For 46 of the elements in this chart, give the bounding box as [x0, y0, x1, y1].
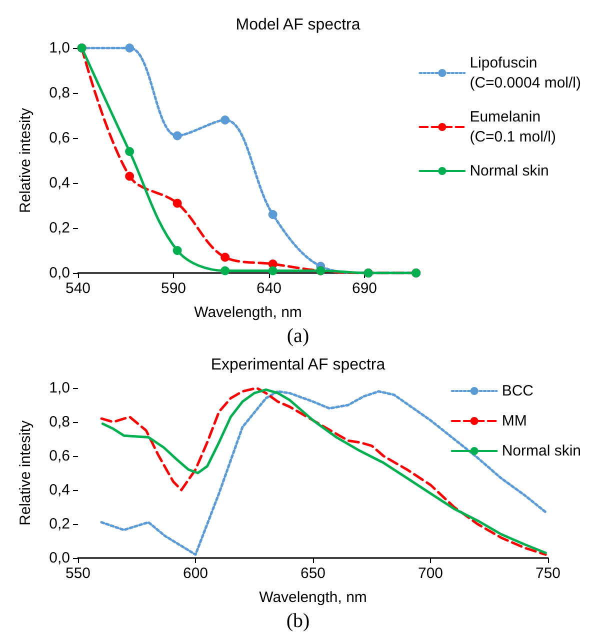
- x-tick-label: 640: [256, 280, 282, 297]
- y-tick-label: 0,8: [49, 84, 70, 102]
- x-tick-label: 590: [160, 280, 186, 297]
- point: [172, 131, 182, 140]
- point: [220, 252, 230, 262]
- legend-label: BCC: [502, 382, 534, 400]
- point: [125, 44, 134, 52]
- y-tick-label: 0,2: [49, 220, 70, 236]
- x-tick-label: 600: [182, 565, 208, 582]
- x-tick-label: 750: [535, 565, 561, 582]
- x-axis-title: Wavelength, nm: [259, 589, 367, 606]
- y-tick-label: 0,6: [49, 130, 70, 146]
- legend-label: Normal skin: [470, 162, 549, 180]
- x-tick-label: 700: [418, 565, 444, 582]
- y-tick-label: 0,4: [49, 174, 70, 192]
- legend-label: Lipofuscin (C=0.0004 mol/l): [470, 54, 582, 92]
- point: [125, 172, 134, 181]
- y-axis-title: Relative intesity: [17, 420, 34, 526]
- chart-title: Experimental AF spectra: [210, 356, 386, 374]
- x-tick-label: 650: [300, 565, 326, 582]
- x-axis-title: Wavelength, nm: [194, 304, 302, 321]
- y-tick-label: 1,0: [49, 40, 70, 56]
- y-tick-label: 0,6: [49, 448, 70, 464]
- y-tick-label: 0,0: [49, 264, 70, 282]
- text: (b): [286, 610, 310, 632]
- legend-label: Normal skin: [502, 442, 582, 460]
- point: [268, 210, 278, 219]
- y-axis-title: Relative intesity: [17, 107, 34, 214]
- y-tick-label: 0,2: [49, 516, 70, 532]
- point: [125, 147, 134, 156]
- y-tick-label: 0,4: [49, 482, 70, 498]
- x-tick-label: 550: [65, 565, 91, 582]
- legend-label: MM: [502, 412, 527, 430]
- point: [172, 198, 182, 208]
- point: [220, 266, 230, 276]
- point: [220, 116, 230, 124]
- y-tick-label: 0,8: [49, 414, 70, 430]
- point: [172, 246, 182, 255]
- chart-title: Model AF spectra: [236, 16, 360, 34]
- text: (a): [286, 325, 310, 347]
- x-tick-label: 540: [65, 280, 91, 297]
- x-tick-label: 690: [352, 280, 378, 297]
- y-tick-label: 0,0: [49, 550, 70, 566]
- point: [268, 266, 278, 276]
- y-tick-label: 1,0: [49, 380, 70, 396]
- legend-label: Eumelanin (C=0.1 mol/l): [470, 108, 556, 146]
